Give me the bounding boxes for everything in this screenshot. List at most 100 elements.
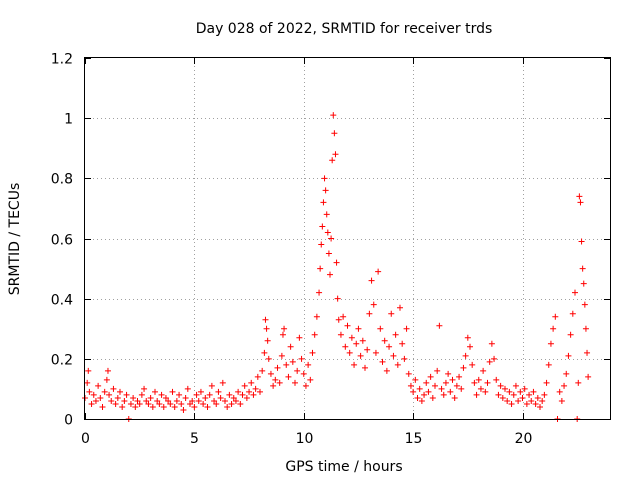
data-point [99,403,106,410]
data-point [451,394,458,401]
data-point [287,343,294,350]
data-point [467,343,473,350]
data-point [504,397,511,404]
data-point [469,361,476,368]
data-point [110,385,117,392]
data-point [149,403,156,410]
data-point [230,394,237,401]
data-point [305,361,312,368]
data-point [545,361,552,368]
data-point [558,397,565,404]
data-point [152,388,158,395]
data-points [82,112,592,422]
data-point [497,382,504,389]
data-point [362,364,368,371]
data-point [182,394,189,401]
data-point [333,259,340,266]
data-point [429,394,436,401]
data-point [316,289,323,296]
data-point [515,397,522,404]
data-point [165,397,172,404]
data-point [276,379,283,386]
data-point [348,334,355,341]
data-point [541,391,548,398]
data-point [480,367,487,374]
data-point [320,199,327,206]
data-point [294,367,301,374]
data-point [121,397,128,404]
data-point [565,352,572,359]
data-point [357,352,364,359]
data-point [512,382,519,389]
data-point [92,397,99,404]
data-point [412,376,419,383]
data-point [84,379,91,386]
data-point [272,376,279,383]
data-point [154,397,161,404]
data-point [403,325,410,332]
data-point [191,403,198,410]
data-point [572,289,578,296]
data-point [397,304,403,311]
data-point [442,379,449,386]
data-point [162,394,169,401]
y-tick-label: 0.8 [51,172,73,188]
y-tick-label: 0.2 [51,353,73,369]
data-point [112,400,119,407]
data-point [189,397,196,404]
data-point [226,391,233,398]
data-point [379,358,386,365]
data-point [117,388,123,395]
data-point [585,373,592,380]
data-point [228,400,235,407]
y-axis-label: SRMTID / TECUs [7,183,23,296]
data-point [340,313,347,320]
data-point [130,394,137,401]
data-point [473,391,480,398]
data-point [300,370,307,377]
data-point [204,403,211,410]
data-point [323,211,330,218]
data-point [328,235,335,242]
data-point [581,301,588,308]
data-point [239,391,246,398]
data-point [423,379,430,386]
data-point [296,334,303,341]
data-point [243,394,250,401]
data-point [195,397,202,404]
data-point [550,325,557,332]
data-point [278,352,285,359]
data-point [381,337,388,344]
data-point [298,355,305,362]
data-point [171,403,178,410]
data-point [383,367,390,374]
x-tick-label: 0 [81,431,90,447]
data-point [521,385,528,392]
data-point [462,352,469,359]
data-point [414,394,421,401]
data-point [372,349,379,356]
data-point [491,355,498,362]
data-point [136,400,143,407]
data-point [399,340,406,347]
data-point [215,388,222,395]
data-point [101,388,108,395]
data-point [543,379,550,386]
data-point [421,391,428,398]
data-point [173,397,180,404]
data-point [556,388,563,395]
data-point [224,403,231,410]
data-point [160,403,167,410]
data-point [475,376,482,383]
data-point [147,394,154,401]
data-point [222,397,228,404]
data-point [261,349,268,356]
data-point [510,391,517,398]
data-point [263,325,270,332]
data-point [532,400,539,407]
data-point [377,325,384,332]
data-point [579,265,586,272]
data-point [563,370,570,377]
data-point [331,130,338,137]
data-point [176,391,183,398]
